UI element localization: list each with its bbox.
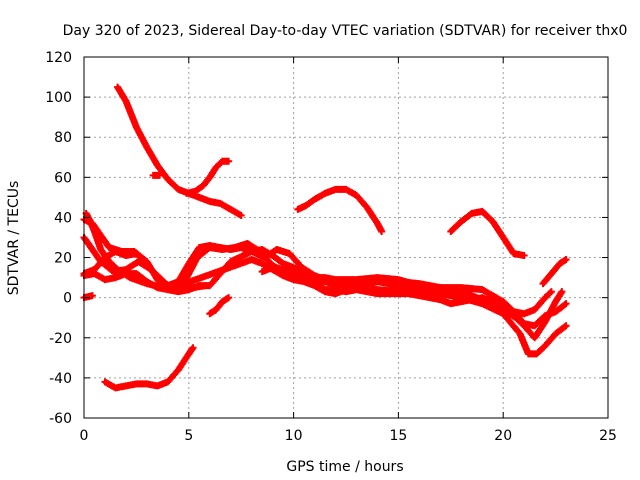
x-axis-label: GPS time / hours	[286, 459, 403, 475]
chart-title: Day 320 of 2023, Sidereal Day-to-day VTE…	[63, 23, 628, 39]
data-point	[562, 256, 570, 264]
x-tick-label: 10	[285, 428, 303, 444]
data-point	[225, 294, 233, 302]
y-tick-label: -20	[49, 331, 72, 347]
y-tick-label: 60	[54, 170, 72, 186]
data-point	[505, 312, 513, 320]
data-point	[225, 157, 233, 165]
series-arc-short-3h	[149, 171, 163, 179]
x-tick-label: 25	[599, 428, 617, 444]
y-axis-label: SDTVAR / TECUs	[6, 181, 22, 296]
series-arc-bump-19h	[447, 207, 528, 260]
series-arc-end-22h	[539, 256, 570, 288]
axis-ticks: 0 5 10 15 20 25 -60 -40 -20 0 20 40 60 80 100 120	[45, 50, 617, 444]
x-tick-label: 15	[389, 428, 407, 444]
y-tick-label: -40	[49, 371, 72, 387]
y-tick-label: 20	[54, 251, 72, 267]
x-tick-label: 5	[184, 428, 193, 444]
data-point	[237, 211, 245, 219]
series-arc-low-early	[101, 344, 197, 392]
series-arc-high-early	[114, 83, 245, 219]
data-point	[561, 301, 569, 309]
data-point	[504, 311, 512, 319]
series-arc-bump-12h	[294, 185, 386, 235]
data-point	[558, 288, 566, 296]
x-tick-label: 20	[494, 428, 512, 444]
data-point	[520, 252, 528, 260]
data-point	[561, 323, 569, 331]
series-arc-short-6h	[206, 294, 233, 318]
series-arc-f	[258, 264, 513, 320]
y-tick-label: -60	[49, 411, 72, 427]
y-tick-label: 40	[54, 210, 72, 226]
grid	[84, 57, 608, 418]
series-arc-rise-6h	[183, 157, 233, 197]
data-points	[80, 83, 570, 392]
data-point	[547, 288, 555, 296]
y-tick-label: 120	[45, 50, 72, 66]
data-point	[562, 300, 570, 308]
series-arc-start-zero	[80, 292, 96, 302]
x-tick-label: 0	[80, 428, 89, 444]
y-tick-label: 100	[45, 90, 72, 106]
y-tick-label: 80	[54, 130, 72, 146]
data-point	[562, 322, 570, 330]
plot-frame	[83, 56, 609, 419]
data-point	[546, 289, 554, 297]
data-point	[88, 292, 96, 300]
data-point	[155, 171, 163, 179]
data-point	[378, 227, 386, 235]
y-tick-label: 0	[63, 291, 72, 307]
data-point	[189, 344, 197, 352]
